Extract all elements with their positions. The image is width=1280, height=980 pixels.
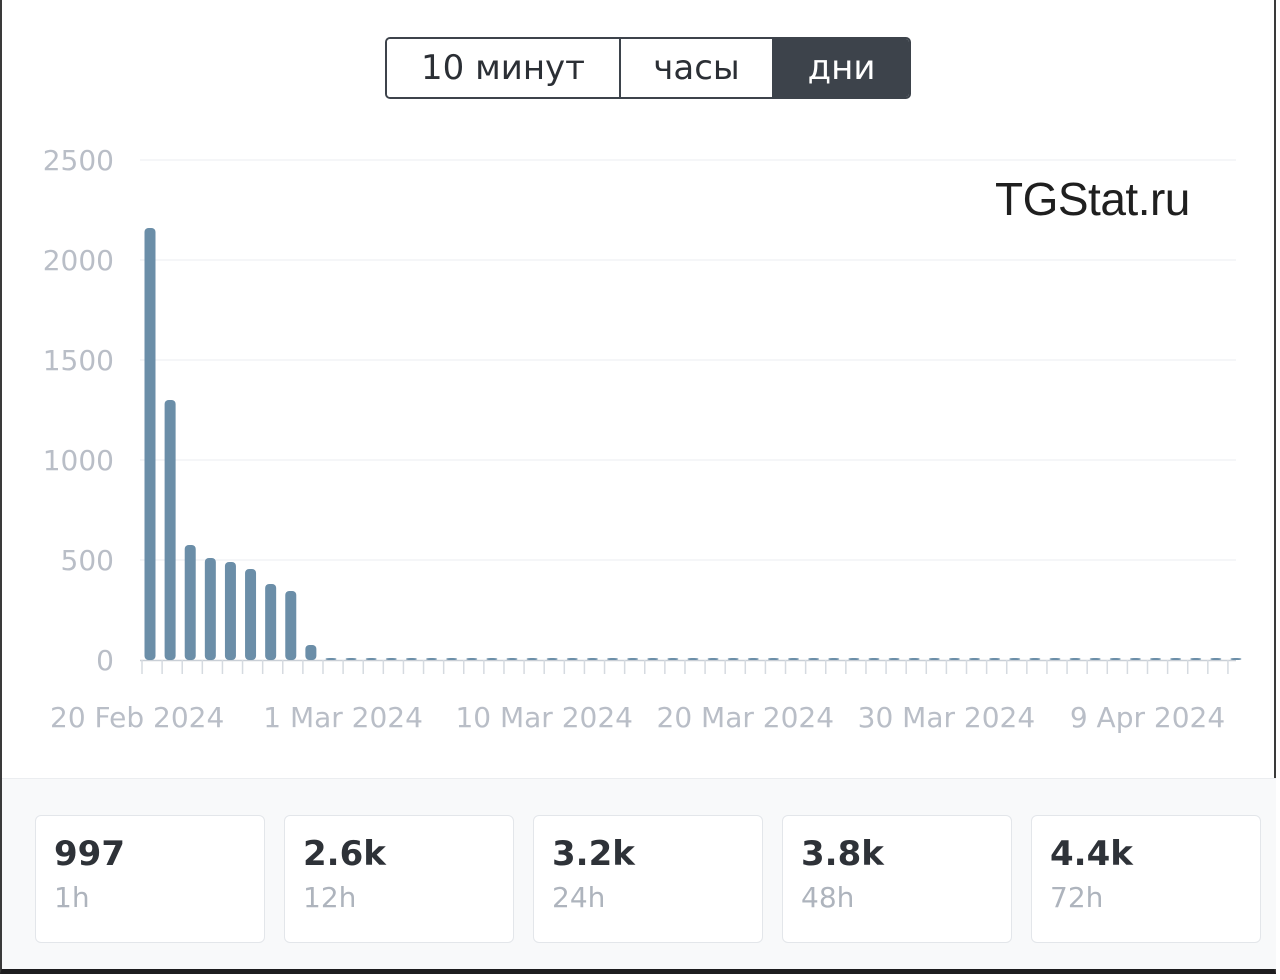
bar: [908, 658, 920, 660]
x-tick-label: 20 Mar 2024: [657, 701, 835, 734]
bar: [486, 658, 498, 660]
y-tick-label: 1500: [43, 344, 114, 377]
bar: [345, 658, 357, 660]
bar: [466, 658, 478, 660]
stat-card-12h: 2.6k 12h: [284, 815, 514, 943]
bar: [1069, 658, 1081, 660]
stat-card-48h: 3.8k 48h: [782, 815, 1012, 943]
bar: [305, 645, 317, 660]
bar: [1190, 658, 1202, 660]
stat-card-72h: 4.4k 72h: [1031, 815, 1261, 943]
bar: [627, 658, 639, 660]
x-tick-label: 30 Mar 2024: [858, 701, 1036, 734]
bar: [707, 658, 719, 660]
bar: [325, 658, 337, 660]
bar: [586, 658, 598, 660]
bar: [365, 658, 377, 660]
stat-label: 1h: [54, 881, 90, 914]
stat-label: 48h: [801, 881, 855, 914]
bar: [1109, 658, 1121, 660]
bar: [767, 658, 779, 660]
bar: [969, 658, 981, 660]
bar: [1009, 658, 1021, 660]
period-toggle: 10 минут часы дни: [385, 37, 911, 99]
stat-label: 24h: [552, 881, 606, 914]
bar: [607, 658, 619, 660]
bar: [687, 658, 699, 660]
stat-value: 2.6k: [303, 834, 386, 874]
bar: [948, 658, 960, 660]
bar: [989, 658, 1001, 660]
bar: [1049, 658, 1061, 660]
y-tick-label: 2500: [43, 144, 114, 177]
bar: [446, 658, 458, 660]
bar: [1170, 658, 1182, 660]
bar: [888, 658, 900, 660]
bar: [1089, 658, 1101, 660]
bar: [184, 545, 196, 660]
bar: [526, 658, 538, 660]
bar: [546, 658, 558, 660]
bar: [747, 658, 759, 660]
stat-card-1h: 997 1h: [35, 815, 265, 943]
toggle-days[interactable]: дни: [772, 39, 909, 97]
bar: [667, 658, 679, 660]
stat-label: 12h: [303, 881, 357, 914]
toggle-hours[interactable]: часы: [619, 39, 772, 97]
y-tick-label: 2000: [43, 244, 114, 277]
bar: [426, 658, 438, 660]
y-tick-label: 500: [61, 544, 114, 577]
stat-value: 3.8k: [801, 834, 884, 874]
bar: [204, 558, 216, 660]
bar: [506, 658, 518, 660]
bar: [285, 591, 297, 660]
bar: [868, 658, 880, 660]
x-tick-label: 20 Feb 2024: [50, 701, 224, 734]
stat-value: 4.4k: [1050, 834, 1133, 874]
bar: [1150, 658, 1162, 660]
x-tick-label: 9 Apr 2024: [1070, 701, 1225, 734]
bar: [647, 658, 659, 660]
x-tick-label: 1 Mar 2024: [263, 701, 423, 734]
bar: [928, 658, 940, 660]
bar: [1029, 658, 1041, 660]
bar: [828, 658, 840, 660]
x-tick-label: 10 Mar 2024: [455, 701, 633, 734]
stat-card-24h: 3.2k 24h: [533, 815, 763, 943]
bar: [164, 400, 176, 660]
y-tick-label: 0: [96, 644, 114, 677]
toggle-10-minutes[interactable]: 10 минут: [387, 39, 619, 97]
bar: [144, 228, 156, 660]
stat-value: 3.2k: [552, 834, 635, 874]
bar: [385, 658, 397, 660]
bar: [1129, 658, 1141, 660]
stat-value: 997: [54, 834, 125, 874]
y-tick-label: 1000: [43, 444, 114, 477]
bar: [1210, 658, 1222, 660]
bar: [727, 658, 739, 660]
bar: [405, 658, 417, 660]
bar: [566, 658, 578, 660]
bar: [808, 658, 820, 660]
bar: [265, 584, 277, 660]
bar: [848, 658, 860, 660]
stat-label: 72h: [1050, 881, 1104, 914]
bar: [1230, 658, 1242, 660]
bar: [788, 658, 800, 660]
views-bar-chart: 0 500 1000 1500 2000 2500 20 Feb 2024 1 Mar 202…: [43, 144, 1242, 734]
bar: [245, 569, 257, 660]
bar: [224, 562, 236, 660]
watermark: TGStat.ru: [995, 173, 1190, 225]
stats-panel: 997 1h 2.6k 12h 3.2k 24h 3.8k 48h 4.4k 7…: [2, 778, 1276, 969]
